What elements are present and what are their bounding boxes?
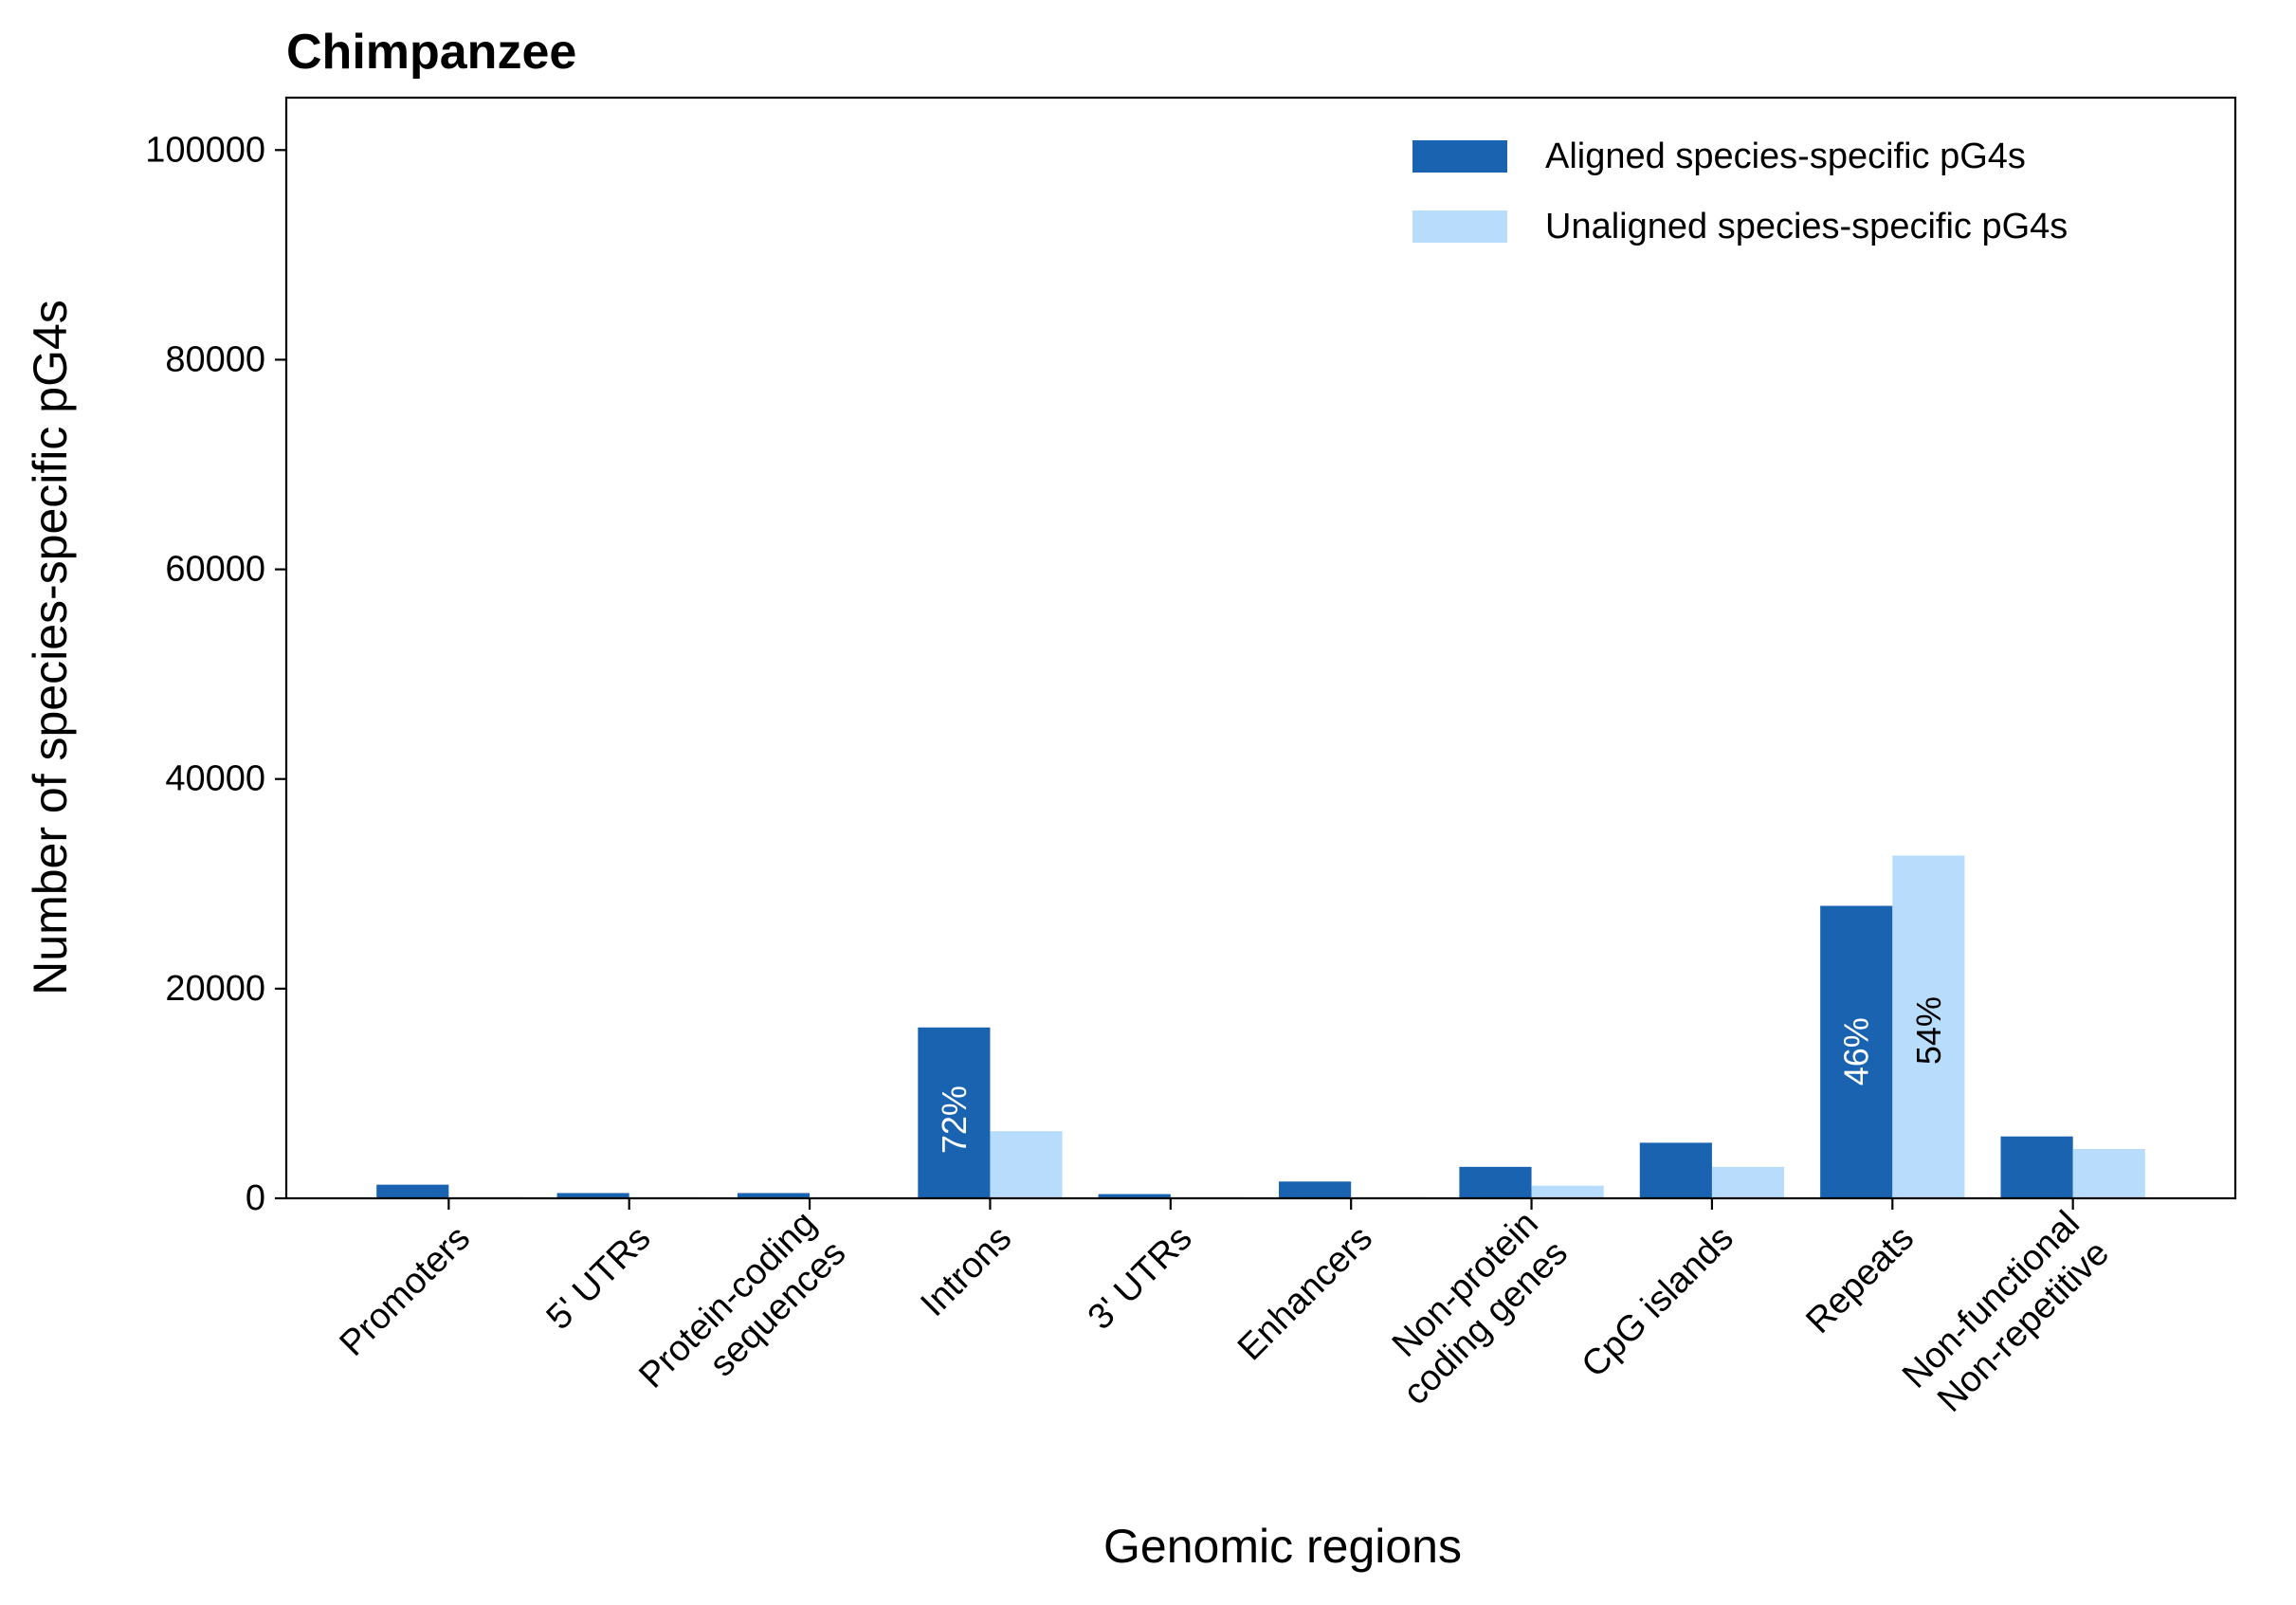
bar-aligned-6 xyxy=(1459,1166,1532,1198)
bar-aligned-1 xyxy=(556,1193,629,1198)
bar-percentage-label-1: 46% xyxy=(1837,1017,1876,1085)
bar-unaligned-6 xyxy=(1531,1185,1604,1198)
bars-layer xyxy=(376,855,2145,1198)
y-tick-label-5: 100000 xyxy=(145,130,265,170)
bar-aligned-2 xyxy=(737,1193,811,1198)
y-tick-label-1: 20000 xyxy=(165,969,265,1009)
x-tick-label-line: Introns xyxy=(913,1218,1019,1324)
chart-title: Chimpanzee xyxy=(286,25,576,80)
bar-annotations: 72% 46% 54% xyxy=(935,996,1948,1154)
x-tick-label-5: Enhancers xyxy=(1230,1218,1380,1368)
bar-unaligned-3 xyxy=(990,1131,1063,1198)
bar-unaligned-8 xyxy=(1892,855,1965,1198)
x-tick-label-3: Introns xyxy=(913,1218,1019,1324)
bar-percentage-label-0: 72% xyxy=(935,1085,974,1154)
x-axis-title: Genomic regions xyxy=(1103,1520,1462,1573)
bar-aligned-8 xyxy=(1820,905,1893,1198)
x-tick-label-line: CpG islands xyxy=(1575,1218,1741,1385)
y-axis-title: Number of species-specific pG4s xyxy=(24,300,77,995)
bar-aligned-7 xyxy=(1639,1142,1712,1198)
legend-label-1: Unaligned species-specific pG4s xyxy=(1545,207,2068,246)
legend-label-0: Aligned species-specific pG4s xyxy=(1545,137,2026,176)
bar-percentage-label-2: 54% xyxy=(1909,996,1948,1065)
x-tick-label-4: 3' UTRs xyxy=(1081,1218,1200,1338)
y-tick-label-0: 0 xyxy=(246,1178,265,1218)
bar-unaligned-9 xyxy=(2072,1149,2145,1198)
axes: 0 20000 40000 60000 80000 100000 Promoters 5' U… xyxy=(145,96,2237,1420)
x-tick-label-line: 3' UTRs xyxy=(1081,1218,1200,1338)
x-tick-label-line: Repeats xyxy=(1798,1218,1922,1341)
legend: Aligned species-specific pG4s Unaligned s… xyxy=(1412,137,2068,246)
x-tick-label-line: 5' UTRs xyxy=(539,1218,659,1338)
x-tick-label-1: 5' UTRs xyxy=(539,1218,659,1338)
bar-aligned-4 xyxy=(1098,1194,1171,1198)
bar-aligned-3 xyxy=(918,1027,991,1198)
x-tick-label-line: Enhancers xyxy=(1230,1218,1380,1368)
x-tick-label-7: CpG islands xyxy=(1575,1218,1741,1385)
bar-aligned-5 xyxy=(1279,1181,1352,1198)
bar-aligned-0 xyxy=(376,1184,449,1198)
legend-swatch-0 xyxy=(1412,140,1507,173)
y-tick-label-4: 80000 xyxy=(165,339,265,379)
x-tick-label-8: Repeats xyxy=(1798,1218,1922,1341)
bar-aligned-9 xyxy=(2000,1136,2073,1198)
bar-unaligned-7 xyxy=(1711,1166,1785,1198)
x-tick-label-line: Promoters xyxy=(333,1218,479,1364)
legend-swatch-1 xyxy=(1412,210,1507,243)
axes-frame xyxy=(284,96,2237,1200)
y-tick-label-3: 60000 xyxy=(165,550,265,590)
y-tick-label-2: 40000 xyxy=(165,759,265,799)
x-tick-label-0: Promoters xyxy=(333,1218,479,1364)
